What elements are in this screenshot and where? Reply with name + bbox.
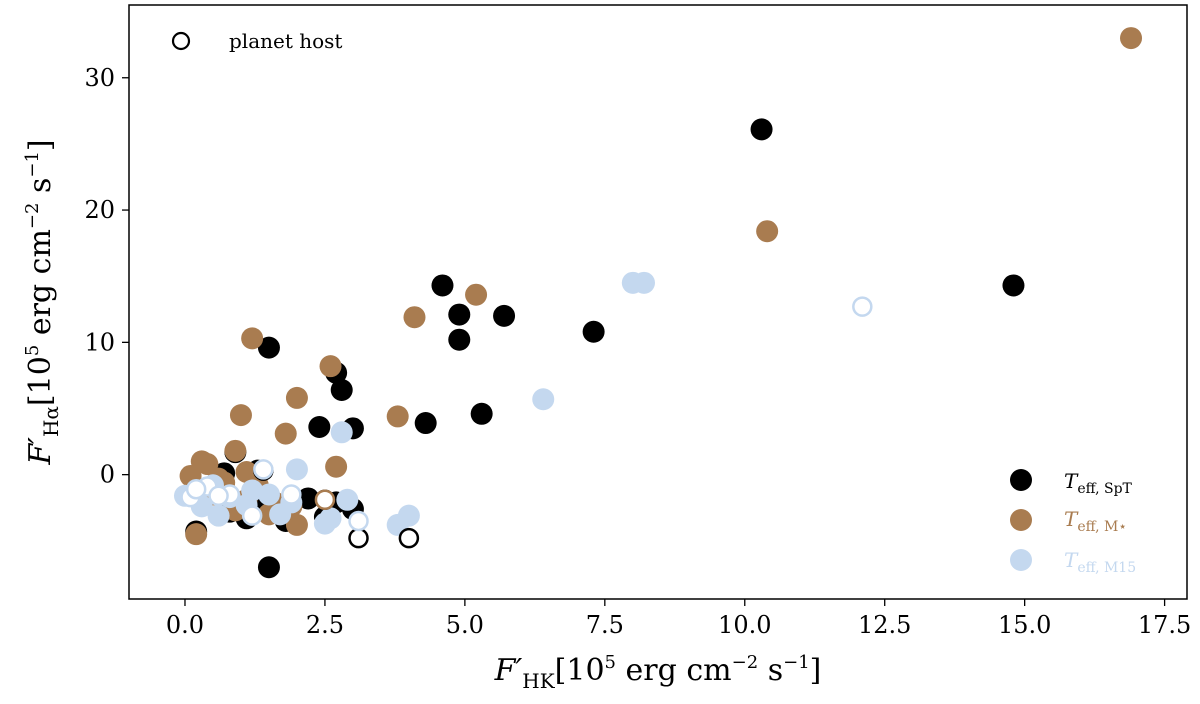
x-axis-ticks: 0.0 2.5 5.0 7.5 10.0 12.5 15.0 17.5 <box>166 599 1191 639</box>
legend-hollow-marker <box>171 31 191 51</box>
data-point <box>285 386 308 409</box>
x-axis-label: F′HK[105 erg cm−2 s−1] <box>494 652 822 693</box>
data-point <box>285 513 308 536</box>
planet-host-point <box>398 527 420 549</box>
planet-host-point <box>208 485 229 507</box>
legend-planet-host-label: planet host <box>229 29 342 53</box>
data-point <box>1120 27 1143 50</box>
data-point <box>313 512 336 535</box>
data-point <box>308 416 331 439</box>
x-tick-label: 2.5 <box>306 611 344 639</box>
plot-frame <box>128 4 1188 600</box>
data-point <box>241 479 264 502</box>
planet-host-point <box>314 489 336 511</box>
x-tick-label: 5.0 <box>446 611 484 639</box>
legend-marker-mstar <box>1010 509 1032 531</box>
data-point <box>229 404 252 427</box>
planet-host-point <box>185 478 207 500</box>
y-tick-label: 20 <box>84 196 115 224</box>
planet-host-point <box>348 527 369 549</box>
data-point <box>257 483 280 506</box>
data-point <box>336 488 359 511</box>
x-tick-label: 15.0 <box>998 611 1051 639</box>
data-point <box>330 378 353 401</box>
data-point <box>241 327 264 350</box>
data-point <box>414 412 437 435</box>
data-point <box>224 439 247 462</box>
y-axis-ticks: 0 10 20 30 <box>84 64 129 489</box>
legend-label-spt: Teff, SpT <box>1064 469 1133 497</box>
y-tick-label: 10 <box>84 328 115 356</box>
data-point <box>750 118 773 141</box>
legend-label-mstar: Teff, M⋆ <box>1064 507 1127 535</box>
data-point <box>532 388 555 411</box>
legend-marker-m15 <box>1010 549 1032 571</box>
data-point <box>493 304 516 327</box>
x-tick-label: 10.0 <box>718 611 771 639</box>
data-point <box>403 306 426 329</box>
y-tick-label: 30 <box>84 64 115 92</box>
data-point <box>207 504 230 527</box>
data-point <box>190 450 213 473</box>
data-point <box>386 405 409 428</box>
data-point <box>330 421 353 444</box>
legend-planet-host: planet host <box>171 29 342 53</box>
data-point <box>465 283 488 306</box>
data-point <box>1002 274 1025 297</box>
data-point <box>448 328 471 351</box>
legend-label-m15: Teff, M15 <box>1064 548 1136 576</box>
x-tick-label: 7.5 <box>586 611 624 639</box>
planet-host-point <box>241 505 263 526</box>
planet-host-point <box>253 459 274 480</box>
y-tick-label: 0 <box>100 461 115 489</box>
legend-entry-m15: Teff, M15 <box>1010 548 1136 576</box>
legend-marker-spt <box>1010 469 1032 491</box>
legend-series: Teff, SpT Teff, M⋆ Teff, M15 <box>1010 469 1136 576</box>
planet-host-point <box>852 296 873 317</box>
data-point <box>756 220 779 243</box>
data-point <box>582 320 605 343</box>
data-point <box>470 402 493 425</box>
data-point <box>297 487 320 510</box>
data-point <box>319 355 342 378</box>
planet-host-point <box>281 484 302 505</box>
data-point <box>185 523 208 546</box>
x-tick-label: 12.5 <box>858 611 911 639</box>
data-point <box>257 556 280 579</box>
x-tick-label: 17.5 <box>1138 611 1191 639</box>
data-point <box>431 274 454 297</box>
data-point <box>633 271 656 294</box>
data-point <box>325 455 348 478</box>
data-point <box>285 458 308 481</box>
data-point <box>257 336 280 359</box>
data-points <box>173 27 1143 579</box>
legend-entry-spt: Teff, SpT <box>1010 469 1133 497</box>
x-tick-label: 0.0 <box>166 611 204 639</box>
data-point <box>274 422 297 445</box>
data-point <box>448 303 471 326</box>
planet-host-point <box>348 510 369 532</box>
legend-entry-mstar: Teff, M⋆ <box>1010 507 1127 535</box>
y-axis-label: F′Hα[105 erg cm−2 s−1] <box>22 139 63 465</box>
data-point <box>397 504 420 527</box>
